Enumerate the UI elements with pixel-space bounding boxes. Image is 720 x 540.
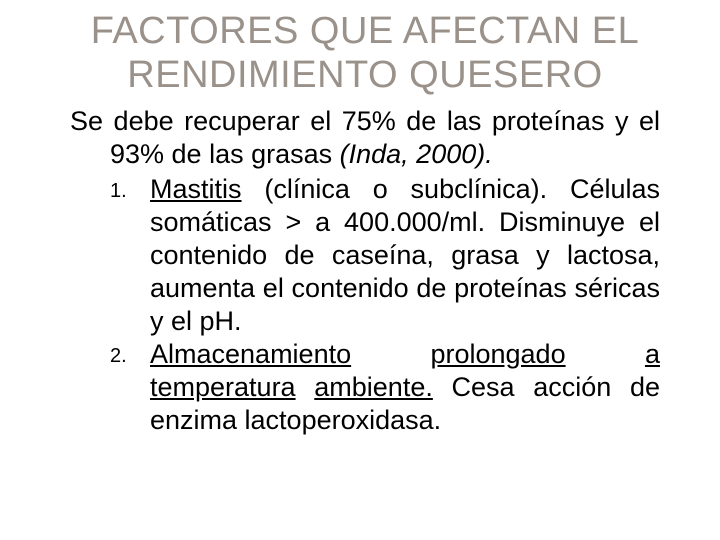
item1-keyword: Mastitis: [150, 174, 242, 204]
title-line-2: RENDIMIENTO QUESERO: [127, 54, 602, 96]
slide-body: Se debe recuperar el 75% de las proteína…: [70, 105, 660, 436]
item2-sp2: [566, 339, 645, 369]
slide-title: FACTORES QUE AFECTAN EL RENDIMIENTO QUES…: [70, 10, 660, 97]
item2-kw2: prolongado: [430, 339, 565, 369]
title-line-1: FACTORES QUE AFECTAN EL: [91, 10, 640, 52]
numbered-list: Mastitis (clínica o subclínica). Células…: [70, 173, 660, 437]
intro-paragraph: Se debe recuperar el 75% de las proteína…: [110, 105, 660, 171]
item2-kw1: Almacenamiento: [150, 339, 351, 369]
item2-sp1: [351, 339, 430, 369]
item2-sp3: [296, 372, 315, 402]
item2-kw4: ambiente.: [314, 372, 433, 402]
slide: FACTORES QUE AFECTAN EL RENDIMIENTO QUES…: [0, 0, 720, 540]
intro-lead: Se: [70, 106, 114, 136]
intro-citation: (Inda, 2000).: [340, 139, 493, 169]
list-item-1: Mastitis (clínica o subclínica). Células…: [150, 173, 660, 338]
list-item-2: Almacenamiento prolongado a temperatura …: [150, 338, 660, 437]
